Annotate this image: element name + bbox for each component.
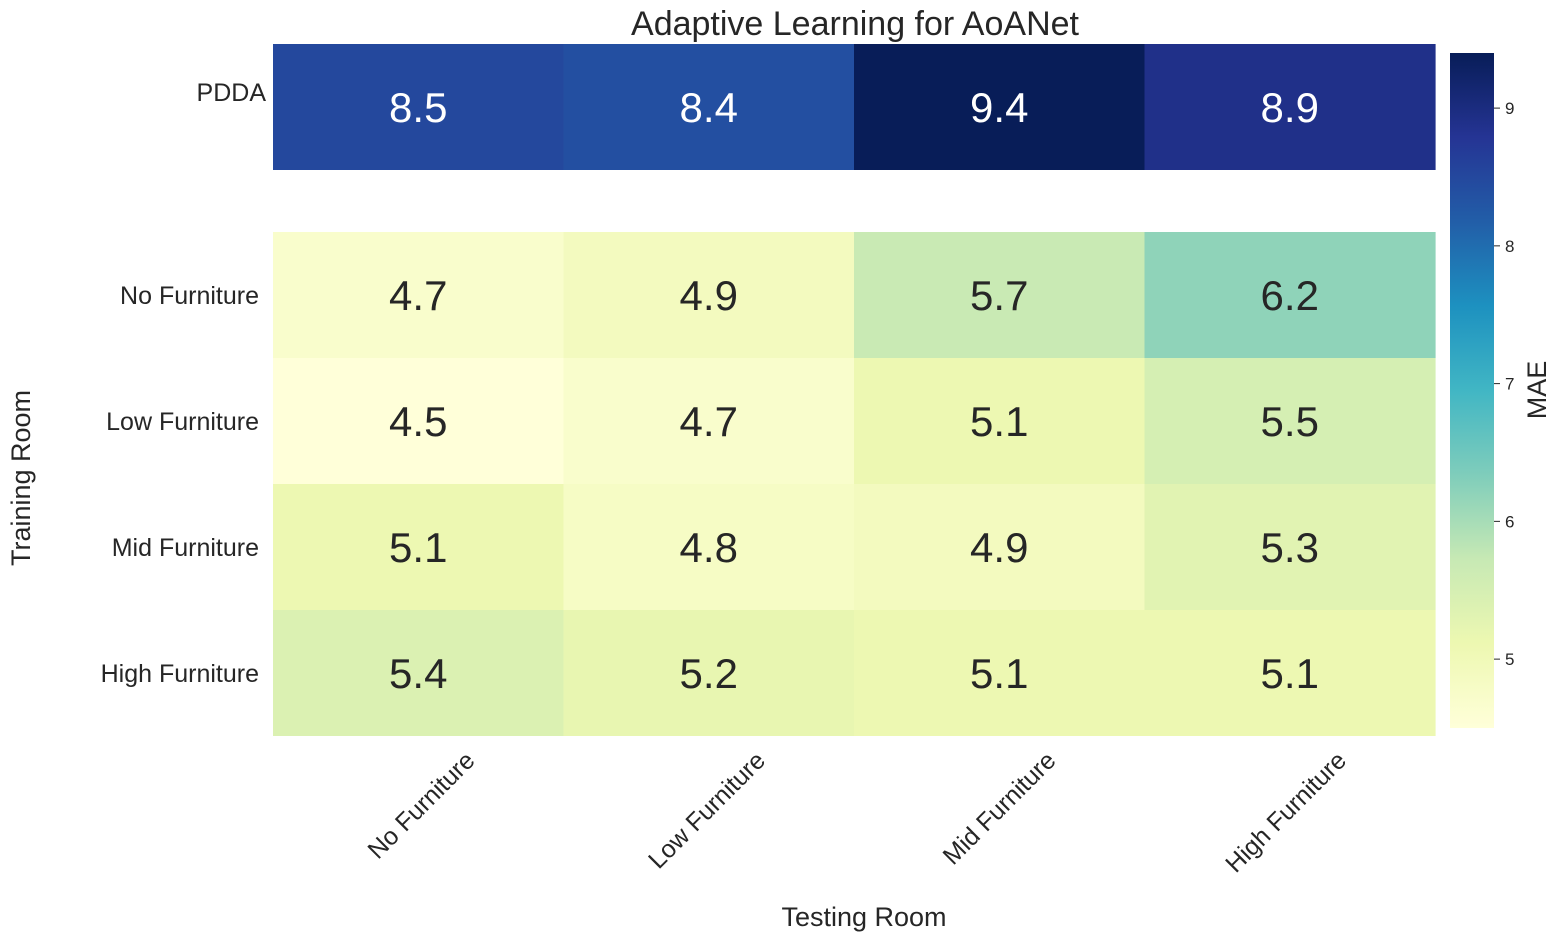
cell-value-label: 4.5 [389, 398, 447, 445]
cell-value-label: 5.2 [680, 650, 738, 697]
cell-value-label: 5.3 [1261, 524, 1319, 571]
y-tick-label: PDDA [197, 79, 267, 107]
cell-value-label: 5.1 [389, 524, 447, 571]
cell-value-label: 5.1 [970, 398, 1028, 445]
cell-value-label: 5.1 [970, 650, 1028, 697]
heatmap-cell [273, 232, 565, 358]
chart-title: Adaptive Learning for AoANet [631, 5, 1080, 43]
x-axis-label: Testing Room [781, 902, 946, 932]
cell-value-label: 4.7 [389, 272, 447, 319]
cell-value-label: 4.8 [680, 524, 738, 571]
heatmap-cell [273, 610, 565, 736]
heatmap-cell [273, 44, 565, 170]
y-tick-label: Low Furniture [106, 408, 259, 436]
y-axis-label: Training Room [6, 390, 36, 566]
cell-value-label: 5.7 [970, 272, 1028, 319]
colorbar-tick-label: 5 [1505, 650, 1514, 669]
colorbar-tick-label: 8 [1505, 237, 1514, 256]
heatmap-cell [273, 358, 565, 484]
heatmap-cell [1144, 44, 1436, 170]
colorbar-tick-label: 9 [1505, 99, 1514, 118]
x-tick-label: Low Furniture [643, 746, 771, 874]
heatmap-cell [854, 44, 1146, 170]
x-tick-labels: No Furniture Low Furniture Mid Furniture Hi… [362, 746, 1352, 878]
cell-value-label: 4.9 [970, 524, 1028, 571]
heatmap-cell [563, 44, 855, 170]
heatmap-cell [854, 484, 1146, 610]
cell-value-label: 5.4 [389, 650, 447, 697]
heatmap-cell [563, 358, 855, 484]
heatmap-cell [854, 232, 1146, 358]
heatmap-cell [1144, 358, 1436, 484]
cell-value-label: 6.2 [1261, 272, 1319, 319]
colorbar-tick-label: 6 [1505, 512, 1514, 531]
heatmap-cell [854, 358, 1146, 484]
x-tick-label: No Furniture [362, 746, 480, 864]
cell-value-label: 5.5 [1261, 398, 1319, 445]
y-tick-labels: PDDA No Furniture Low Furniture Mid Furnitu… [101, 79, 267, 688]
heatmap-cell [273, 484, 565, 610]
heatmap-cells: 8.5 8.4 9.4 8.9 4.7 4.9 5.7 6.2 4.5 4.7 5.1 5.5 5.1 4… [273, 44, 1436, 736]
cell-value-label: 5.1 [1261, 650, 1319, 697]
cell-value-label: 4.7 [680, 398, 738, 445]
heatmap-cell [1144, 232, 1436, 358]
x-tick-label: Mid Furniture [938, 746, 1062, 870]
y-tick-label: No Furniture [120, 282, 259, 310]
x-tick-label: High Furniture [1220, 746, 1352, 878]
cell-value-label: 4.9 [680, 272, 738, 319]
colorbar-ticks: 5 6 7 8 9 [1494, 99, 1514, 669]
heatmap-cell [1144, 610, 1436, 736]
heatmap-cell [854, 610, 1146, 736]
cell-value-label: 8.5 [389, 84, 447, 131]
colorbar-tick-label: 7 [1505, 375, 1514, 394]
y-tick-label: High Furniture [101, 660, 259, 688]
colorbar-label: MAE [1522, 361, 1552, 420]
colorbar: 5 6 7 8 9 MAE [1450, 53, 1552, 728]
colorbar-gradient [1450, 53, 1494, 728]
y-tick-label: Mid Furniture [112, 534, 259, 562]
cell-value-label: 9.4 [970, 84, 1028, 131]
heatmap-cell [563, 232, 855, 358]
heatmap-cell [1144, 484, 1436, 610]
cell-value-label: 8.9 [1261, 84, 1319, 131]
cell-value-label: 8.4 [680, 84, 738, 131]
heatmap-cell [563, 610, 855, 736]
heatmap-cell [563, 484, 855, 610]
